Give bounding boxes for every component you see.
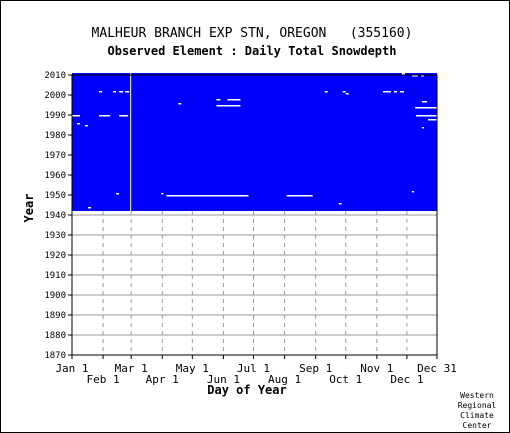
missing-segment — [99, 115, 111, 117]
missing-segment — [116, 193, 120, 195]
plot-area — [71, 73, 439, 356]
missing-segment — [382, 91, 391, 93]
y-tick-label: 1970 — [44, 151, 66, 161]
data-layer — [72, 73, 439, 211]
x-tick-label: Jul 1 — [237, 362, 270, 375]
y-tick-label: 1960 — [44, 171, 66, 181]
y-tick-label: 1990 — [44, 111, 66, 121]
missing-segment — [338, 203, 342, 205]
missing-segment — [345, 93, 349, 95]
credit-line: Climate — [460, 411, 494, 420]
y-tick-label: 1910 — [44, 271, 66, 281]
x-tick-label: Apr 1 — [146, 373, 179, 386]
x-tick-label: Oct 1 — [329, 373, 362, 386]
x-tick-label: Jan 1 — [55, 362, 88, 375]
missing-segment — [421, 127, 424, 129]
chart-title: MALHEUR BRANCH EXP STN, OREGON (355160) — [92, 26, 413, 41]
missing-segment — [166, 195, 249, 197]
missing-segment — [421, 101, 427, 103]
x-tick-label: May 1 — [176, 362, 209, 375]
x-tick-label: Dec 31 — [417, 362, 457, 375]
missing-segment — [161, 193, 164, 195]
missing-segment — [113, 91, 117, 93]
x-tick-label: Sep 1 — [299, 362, 332, 375]
missing-segment — [125, 91, 130, 93]
missing-segment — [411, 191, 414, 193]
missing-segment — [119, 91, 124, 93]
missing-segment — [420, 75, 424, 77]
missing-segment — [178, 103, 182, 105]
credit-line: Western — [460, 391, 494, 400]
missing-segment — [401, 73, 405, 75]
missing-segment — [286, 195, 313, 197]
x-tick-label: Feb 1 — [87, 373, 120, 386]
missing-segment — [227, 99, 241, 101]
y-tick-label: 1890 — [44, 311, 66, 321]
y-tick-label: 1920 — [44, 251, 66, 261]
x-axis-label: Day of Year — [207, 383, 286, 397]
missing-segment — [393, 91, 397, 93]
y-tick-label: 1870 — [44, 351, 66, 361]
y-tick-label: 1940 — [44, 211, 66, 221]
y-tick-label: 1950 — [44, 191, 66, 201]
x-tick-label: Dec 1 — [390, 373, 423, 386]
missing-segment — [216, 99, 221, 101]
missing-segment — [414, 107, 439, 109]
y-tick-label: 2010 — [44, 71, 66, 81]
y-tick-label: 2000 — [44, 91, 66, 101]
chart-subtitle: Observed Element : Daily Total Snowdepth — [108, 44, 397, 58]
observed-data-block — [72, 73, 437, 211]
missing-segment — [99, 91, 103, 93]
y-axis: 1870 1880 1890 1900 1910 1920 1930 1940 1950 1960… — [44, 71, 72, 361]
y-tick-label: 1900 — [44, 291, 66, 301]
missing-segment — [72, 115, 81, 117]
y-axis-label: Year — [22, 194, 36, 223]
x-tick-label: Aug 1 — [268, 373, 301, 386]
x-tick-label: Nov 1 — [360, 362, 393, 375]
missing-segment — [415, 115, 439, 117]
y-tick-label: 1880 — [44, 331, 66, 341]
missing-segment — [411, 75, 418, 77]
missing-segment — [399, 91, 404, 93]
missing-segment — [216, 105, 241, 107]
missing-segment — [85, 125, 89, 127]
y-tick-label: 1930 — [44, 231, 66, 241]
missing-segment — [77, 123, 81, 125]
missing-segment — [88, 207, 92, 209]
y-tick-label: 1980 — [44, 131, 66, 141]
credit-line: Regional — [458, 401, 497, 410]
missing-segment — [119, 115, 129, 117]
x-tick-label: Jun 1 — [207, 373, 240, 386]
missing-segment — [427, 119, 439, 121]
missing-segment — [342, 91, 346, 93]
credit-line: Center — [463, 421, 492, 430]
missing-column — [130, 73, 132, 211]
x-tick-label: Mar 1 — [115, 362, 148, 375]
missing-segment — [324, 91, 328, 93]
